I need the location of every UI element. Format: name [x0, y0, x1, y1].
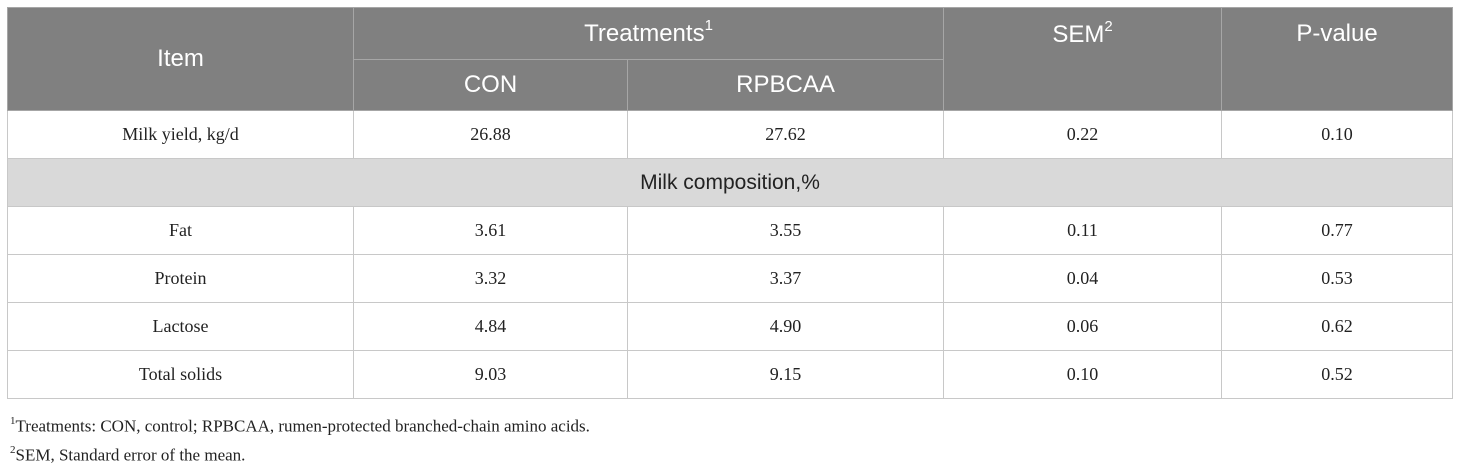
table-row: Lactose 4.84 4.90 0.06 0.62	[7, 302, 1454, 351]
cell-sem: 0.04	[943, 254, 1223, 303]
cell-item: Milk yield, kg/d	[7, 110, 354, 159]
cell-con: 9.03	[353, 350, 628, 399]
header-sem: SEM2	[943, 7, 1223, 111]
section-row: Milk composition,%	[6, 158, 1454, 207]
cell-pvalue: 0.10	[1221, 110, 1454, 159]
cell-rpbcaa: 3.37	[626, 254, 945, 303]
footnote-mark: 1	[10, 415, 16, 427]
cell-sem: 0.22	[943, 110, 1223, 159]
table-row: Milk yield, kg/d 26.88 27.62 0.22 0.10	[7, 110, 1454, 159]
cell-rpbcaa: 9.15	[626, 350, 945, 399]
cell-item: Protein	[7, 254, 354, 303]
cell-rpbcaa: 3.55	[626, 206, 945, 255]
milk-yield-table: Item Treatments1 SEM2 P-value CON RPBCAA…	[6, 7, 1454, 399]
cell-pvalue: 0.52	[1221, 350, 1454, 399]
footnote: 1Treatments: CON, control; RPBCAA, rumen…	[10, 410, 590, 439]
table-footnotes: 1Treatments: CON, control; RPBCAA, rumen…	[10, 410, 590, 467]
cell-sem: 0.10	[943, 350, 1223, 399]
cell-pvalue: 0.62	[1221, 302, 1454, 351]
cell-con: 26.88	[353, 110, 628, 159]
cell-rpbcaa: 4.90	[626, 302, 945, 351]
header-item: Item	[7, 7, 354, 111]
table-row: Protein 3.32 3.37 0.04 0.53	[7, 254, 1454, 303]
cell-sem: 0.06	[943, 302, 1223, 351]
header-pvalue: P-value	[1221, 7, 1454, 111]
header-con: CON	[353, 59, 628, 111]
cell-pvalue: 0.53	[1221, 254, 1454, 303]
data-table-container: Item Treatments1 SEM2 P-value CON RPBCAA…	[6, 7, 1454, 399]
footnote-mark: 2	[1104, 18, 1113, 35]
footnote: 2SEM, Standard error of the mean.	[10, 439, 590, 467]
cell-item: Lactose	[7, 302, 354, 351]
table-row: Fat 3.61 3.55 0.11 0.77	[7, 206, 1454, 255]
cell-item: Fat	[7, 206, 354, 255]
cell-con: 3.32	[353, 254, 628, 303]
header-treatments: Treatments1	[352, 7, 945, 60]
cell-con: 4.84	[353, 302, 628, 351]
table-row: Total solids 9.03 9.15 0.10 0.52	[7, 350, 1454, 399]
footnote-text: SEM, Standard error of the mean.	[15, 445, 246, 465]
footnote-mark: 2	[10, 443, 16, 456]
section-label: Milk composition,%	[6, 158, 1454, 207]
cell-con: 3.61	[353, 206, 628, 255]
cell-rpbcaa: 27.62	[626, 110, 945, 159]
cell-pvalue: 0.77	[1221, 206, 1454, 255]
footnote-mark: 1	[704, 17, 713, 34]
header-rpbcaa: RPBCAA	[626, 59, 945, 111]
cell-item: Total solids	[7, 350, 354, 399]
footnote-text: Treatments: CON, control; RPBCAA, rumen-…	[15, 416, 590, 436]
cell-sem: 0.11	[943, 206, 1223, 255]
